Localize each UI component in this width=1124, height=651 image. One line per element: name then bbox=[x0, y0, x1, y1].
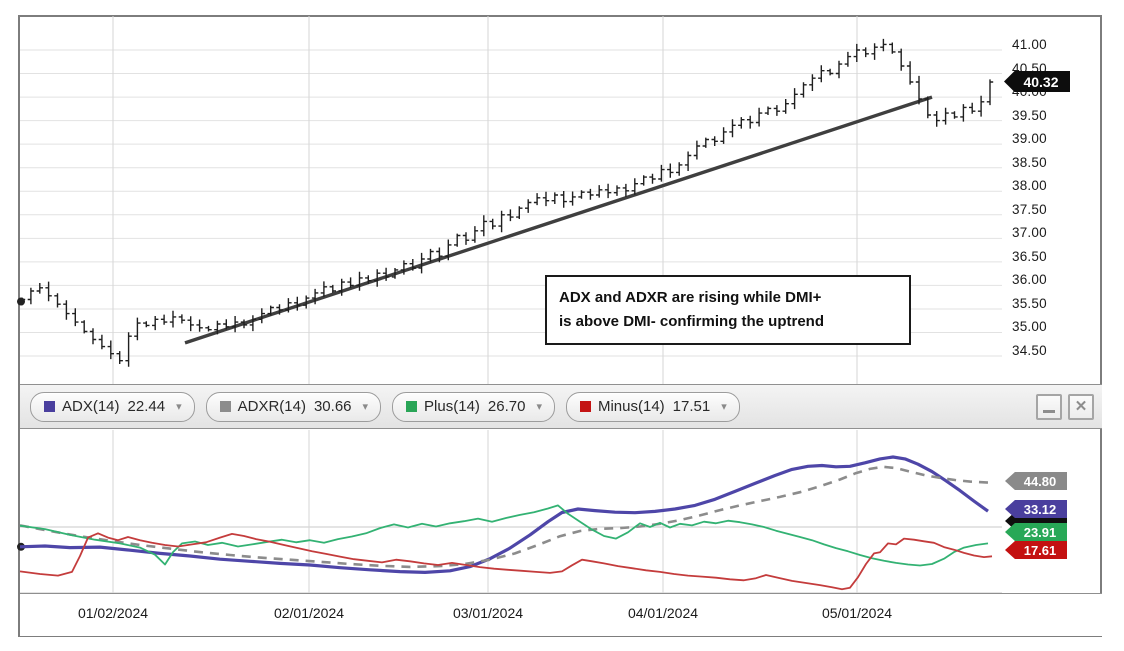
chevron-down-icon[interactable]: ▾ bbox=[721, 401, 727, 413]
price-axis-label: 37.50 bbox=[1012, 201, 1047, 217]
price-axis-label: 39.00 bbox=[1012, 131, 1047, 147]
indicator-pill-minus[interactable]: Minus(14) 17.51 ▾ bbox=[565, 391, 740, 422]
indicator-value: 30.66 bbox=[313, 398, 352, 415]
annotation-box[interactable]: ADX and ADXR are rising while DMI+ is ab… bbox=[545, 275, 911, 345]
adxr-color-swatch bbox=[219, 401, 231, 412]
minus-color-swatch bbox=[579, 401, 591, 412]
series-start-dot bbox=[17, 297, 25, 306]
plus-color-swatch bbox=[406, 401, 418, 412]
trendline bbox=[184, 95, 933, 345]
date-axis-label: 05/01/2024 bbox=[821, 605, 893, 621]
date-axis-label: 02/01/2024 bbox=[273, 605, 345, 621]
price-axis-label: 38.50 bbox=[1012, 154, 1047, 170]
date-axis-label: 01/02/2024 bbox=[77, 605, 149, 621]
price-axis-label: 39.50 bbox=[1012, 107, 1047, 123]
indicator-value: 26.70 bbox=[487, 398, 526, 415]
indicator-label: ADX(14) bbox=[62, 398, 120, 415]
price-axis-label: 36.00 bbox=[1012, 272, 1047, 288]
date-axis-label: 04/01/2024 bbox=[627, 605, 699, 621]
indicator-line-plus14 bbox=[19, 504, 989, 567]
indicator-label: Plus(14) bbox=[424, 398, 480, 415]
indicator-pill-adx[interactable]: ADX(14) 22.44 ▾ bbox=[30, 391, 195, 422]
indicator-line-adxr14 bbox=[19, 465, 989, 569]
chevron-down-icon[interactable]: ▾ bbox=[176, 401, 182, 413]
indicator-pill-plus[interactable]: Plus(14) 26.70 ▾ bbox=[392, 391, 555, 422]
price-axis-label: 41.00 bbox=[1012, 37, 1047, 52]
indicator-pill-adxr[interactable]: ADXR(14) 30.66 ▾ bbox=[205, 391, 382, 422]
indicator-value: 22.44 bbox=[127, 398, 166, 415]
close-icon: ✕ bbox=[1074, 398, 1088, 415]
indicator-value-tag: 33.12 bbox=[1005, 500, 1067, 518]
price-axis-label: 36.50 bbox=[1012, 248, 1047, 264]
indicator-line-adx14 bbox=[19, 455, 989, 575]
date-axis-label: 03/01/2024 bbox=[452, 605, 524, 621]
indicator-label: ADXR(14) bbox=[237, 398, 306, 415]
chevron-down-icon[interactable]: ▾ bbox=[536, 401, 542, 413]
indicator-line-minus14 bbox=[19, 532, 993, 591]
price-axis-label: 35.50 bbox=[1012, 295, 1047, 311]
indicator-label: Minus(14) bbox=[597, 398, 665, 415]
adx-color-swatch bbox=[44, 401, 55, 412]
chevron-down-icon[interactable]: ▾ bbox=[362, 401, 369, 413]
price-axis-label: 35.00 bbox=[1012, 319, 1047, 335]
price-axis-label: 34.50 bbox=[1012, 343, 1047, 359]
indicator-value-tag: 44.80 bbox=[1005, 472, 1067, 490]
last-price-tag: 40.32 bbox=[1004, 71, 1070, 92]
annotation-line-1: ADX and ADXR are rising while DMI+ bbox=[559, 289, 822, 306]
price-axis-label: 38.00 bbox=[1012, 178, 1047, 194]
indicator-legend-toolbar: ADX(14) 22.44 ▾ ADXR(14) 30.66 ▾ Plus(14) 26.70… bbox=[20, 384, 1102, 429]
indicator-value: 17.51 bbox=[672, 398, 711, 415]
annotation-line-2: is above DMI- confirming the uptrend bbox=[559, 313, 825, 330]
price-axis-label: 37.00 bbox=[1012, 225, 1047, 241]
close-button[interactable]: ✕ bbox=[1068, 393, 1094, 420]
minimize-icon bbox=[1043, 410, 1055, 413]
indicator-value-tag: 17.61 bbox=[1005, 541, 1067, 559]
indicator-value-tag: 23.91 bbox=[1005, 523, 1067, 541]
date-axis: 01/02/2024 02/01/2024 03/01/2024 04/01/2024… bbox=[20, 593, 1102, 636]
minimize-button[interactable] bbox=[1036, 393, 1062, 420]
window-buttons: ✕ bbox=[1036, 393, 1094, 420]
